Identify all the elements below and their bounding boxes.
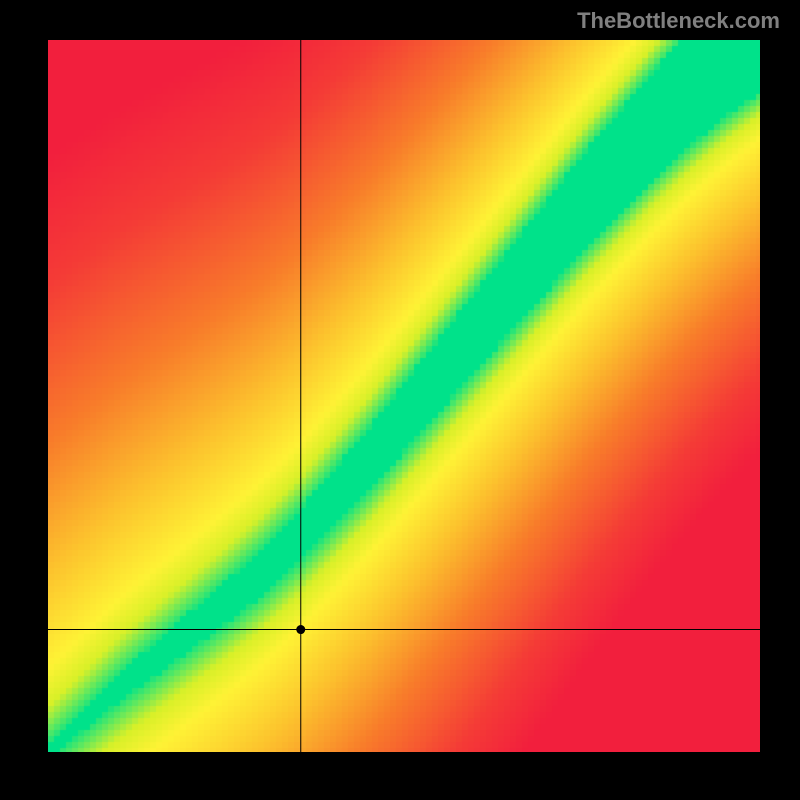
watermark-text: TheBottleneck.com <box>577 8 780 34</box>
heatmap-canvas <box>48 40 760 752</box>
bottleneck-heatmap <box>48 40 760 752</box>
